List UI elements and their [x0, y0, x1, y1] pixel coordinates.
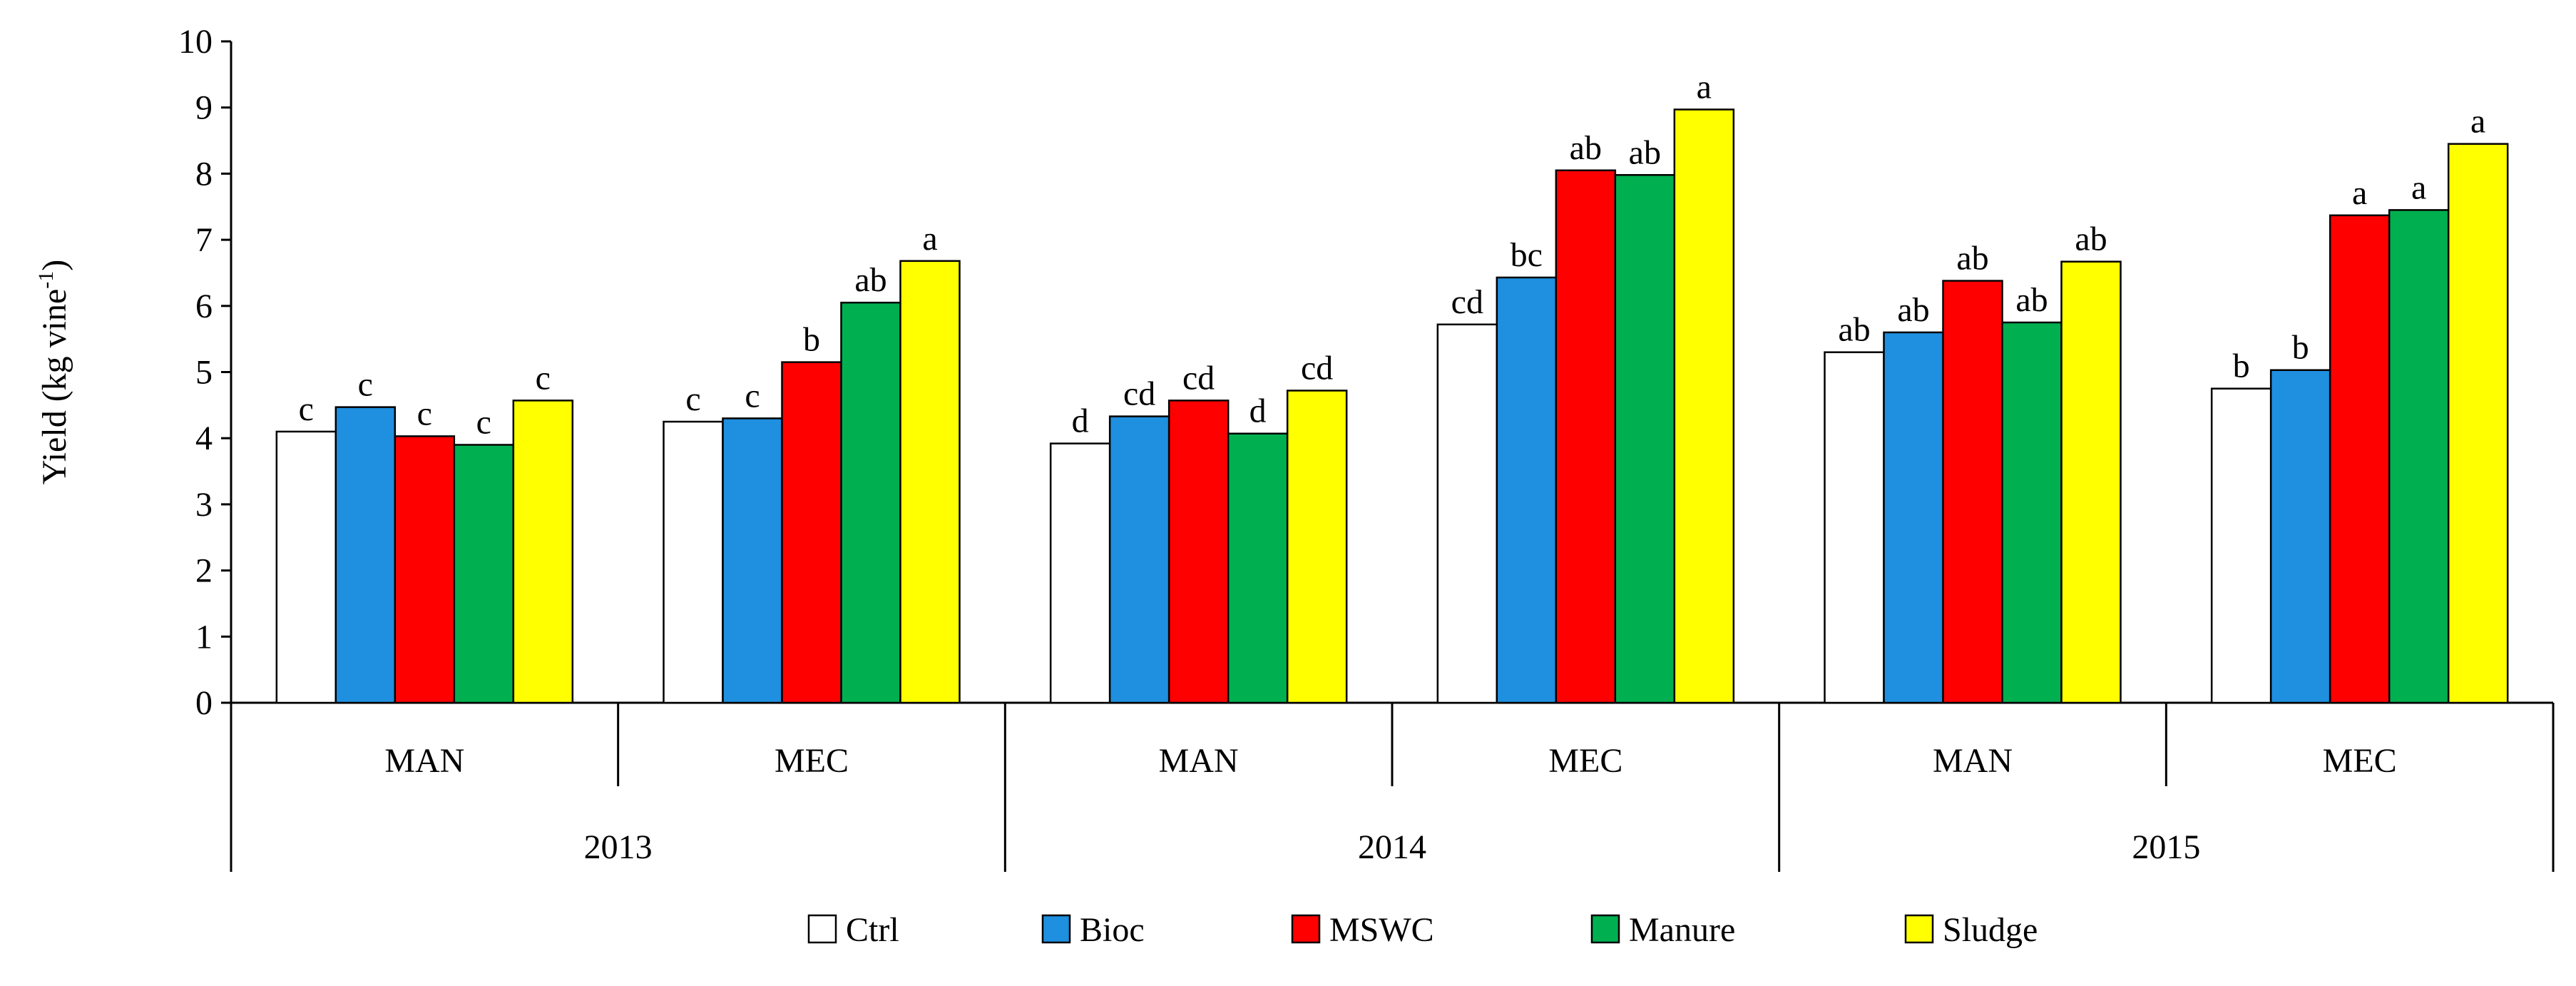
bar-2014-MEC-Manure [1614, 174, 1676, 704]
legend-label: Sludge [1943, 911, 2038, 949]
data-label: c [358, 366, 373, 404]
method-label: MAN [1159, 742, 1239, 780]
legend-swatch-MSWC [1291, 914, 1321, 944]
data-label: ab [2075, 220, 2107, 258]
bar-2014-MEC-MSWC [1555, 169, 1617, 704]
data-label: bc [1511, 236, 1543, 274]
bar-2014-MAN-Ctrl [1049, 442, 1111, 704]
y-tick-label: 6 [195, 288, 213, 325]
legend-label: Bioc [1080, 911, 1145, 949]
data-label: a [922, 220, 937, 258]
data-label: cd [1451, 283, 1483, 321]
bar-2015-MEC-Manure [2388, 209, 2450, 704]
bar-2015-MEC-MSWC [2329, 214, 2391, 704]
bar-2014-MAN-Bioc [1108, 415, 1170, 704]
data-label: cd [1182, 359, 1215, 397]
data-label: a [2470, 103, 2485, 141]
bar-2015-MEC-Bioc [2269, 369, 2331, 704]
bar-2014-MAN-MSWC [1167, 400, 1230, 704]
y-tick-label: 4 [195, 420, 213, 457]
bar-2013-MAN-Sludge [512, 400, 574, 704]
bar-2015-MAN-Manure [2001, 321, 2063, 704]
data-label: b [2233, 347, 2250, 385]
bar-2014-MAN-Manure [1227, 432, 1289, 704]
data-label: c [476, 403, 491, 441]
data-label: c [745, 377, 760, 415]
bar-2015-MAN-Sludge [2060, 260, 2122, 704]
data-label: c [299, 390, 314, 428]
year-label: 2015 [2132, 828, 2200, 866]
data-label: d [1072, 402, 1089, 440]
data-label: a [1697, 68, 1712, 106]
data-label: cd [1123, 375, 1155, 413]
method-label: MEC [2323, 742, 2397, 780]
bar-2013-MEC-MSWC [781, 361, 842, 704]
data-label: ab [1897, 291, 1929, 329]
bar-2013-MAN-Manure [453, 444, 515, 704]
legend-swatch-Bioc [1041, 914, 1071, 944]
method-label: MEC [1548, 742, 1622, 780]
data-label: d [1249, 392, 1267, 430]
y-tick-label: 3 [195, 486, 213, 524]
axes-layer: 0 1 2 3 4 5 6 7 8 9 10 Yield (kg vine-1) [34, 23, 2555, 872]
bar-2013-MAN-Bioc [334, 406, 397, 704]
bars-layer [275, 108, 2509, 704]
y-tick-label: 9 [195, 89, 213, 127]
bar-2013-MAN-MSWC [394, 435, 456, 704]
bar-2013-MEC-Ctrl [663, 420, 724, 704]
data-label: a [2352, 174, 2367, 212]
bar-2014-MEC-Bioc [1496, 276, 1558, 704]
data-label: cd [1301, 349, 1333, 387]
legend-label: Ctrl [846, 911, 899, 949]
bar-2013-MEC-Manure [840, 301, 901, 704]
data-label: ab [854, 261, 886, 299]
legend-swatch-Sludge [1904, 914, 1934, 944]
data-label: ab [1838, 311, 1870, 349]
bar-2014-MEC-Sludge [1673, 108, 1735, 704]
y-tick-label: 7 [195, 221, 213, 259]
method-label: MAN [384, 742, 464, 780]
data-label: ab [1570, 129, 1602, 167]
bar-2013-MEC-Bioc [722, 417, 783, 704]
bar-2013-MAN-Ctrl [275, 430, 337, 704]
legend-label: MSWC [1329, 911, 1434, 949]
method-label: MAN [1933, 742, 2013, 780]
data-label: c [417, 395, 432, 432]
legend-label: Manure [1629, 911, 1735, 949]
bar-2015-MAN-MSWC [1942, 280, 2003, 704]
data-label: a [2411, 168, 2426, 206]
bar-2014-MAN-Sludge [1286, 390, 1348, 704]
data-label: c [536, 359, 551, 397]
y-tick-label: 2 [195, 552, 213, 590]
bar-2015-MEC-Sludge [2447, 143, 2509, 704]
year-label: 2013 [584, 828, 653, 866]
y-tick-label: 8 [195, 155, 213, 193]
legend-swatch-Ctrl [807, 914, 837, 944]
method-label: MEC [775, 742, 849, 780]
data-label: c [685, 380, 700, 418]
data-label: ab [1629, 133, 1661, 171]
legend: Ctrl Bioc MSWC Manure Sludge [807, 911, 2038, 949]
bar-2014-MEC-Ctrl [1436, 323, 1498, 704]
data-label: ab [2015, 281, 2048, 319]
data-label: ab [1956, 240, 1988, 278]
y-tick-label: 0 [195, 684, 213, 722]
y-tick-label: 1 [195, 618, 213, 656]
bar-2015-MEC-Ctrl [2210, 387, 2272, 704]
bar-2015-MAN-Bioc [1883, 331, 1944, 704]
legend-swatch-Manure [1590, 914, 1620, 944]
year-label: 2014 [1358, 828, 1426, 866]
bar-2013-MEC-Sludge [899, 260, 961, 704]
data-label: b [2292, 329, 2309, 367]
y-tick-label: 5 [195, 354, 213, 392]
bar-2015-MAN-Ctrl [1824, 351, 1885, 704]
y-axis-title: Yield (kg vine-1) [34, 260, 73, 485]
y-tick-label: 10 [178, 23, 213, 61]
data-label: b [803, 321, 820, 359]
